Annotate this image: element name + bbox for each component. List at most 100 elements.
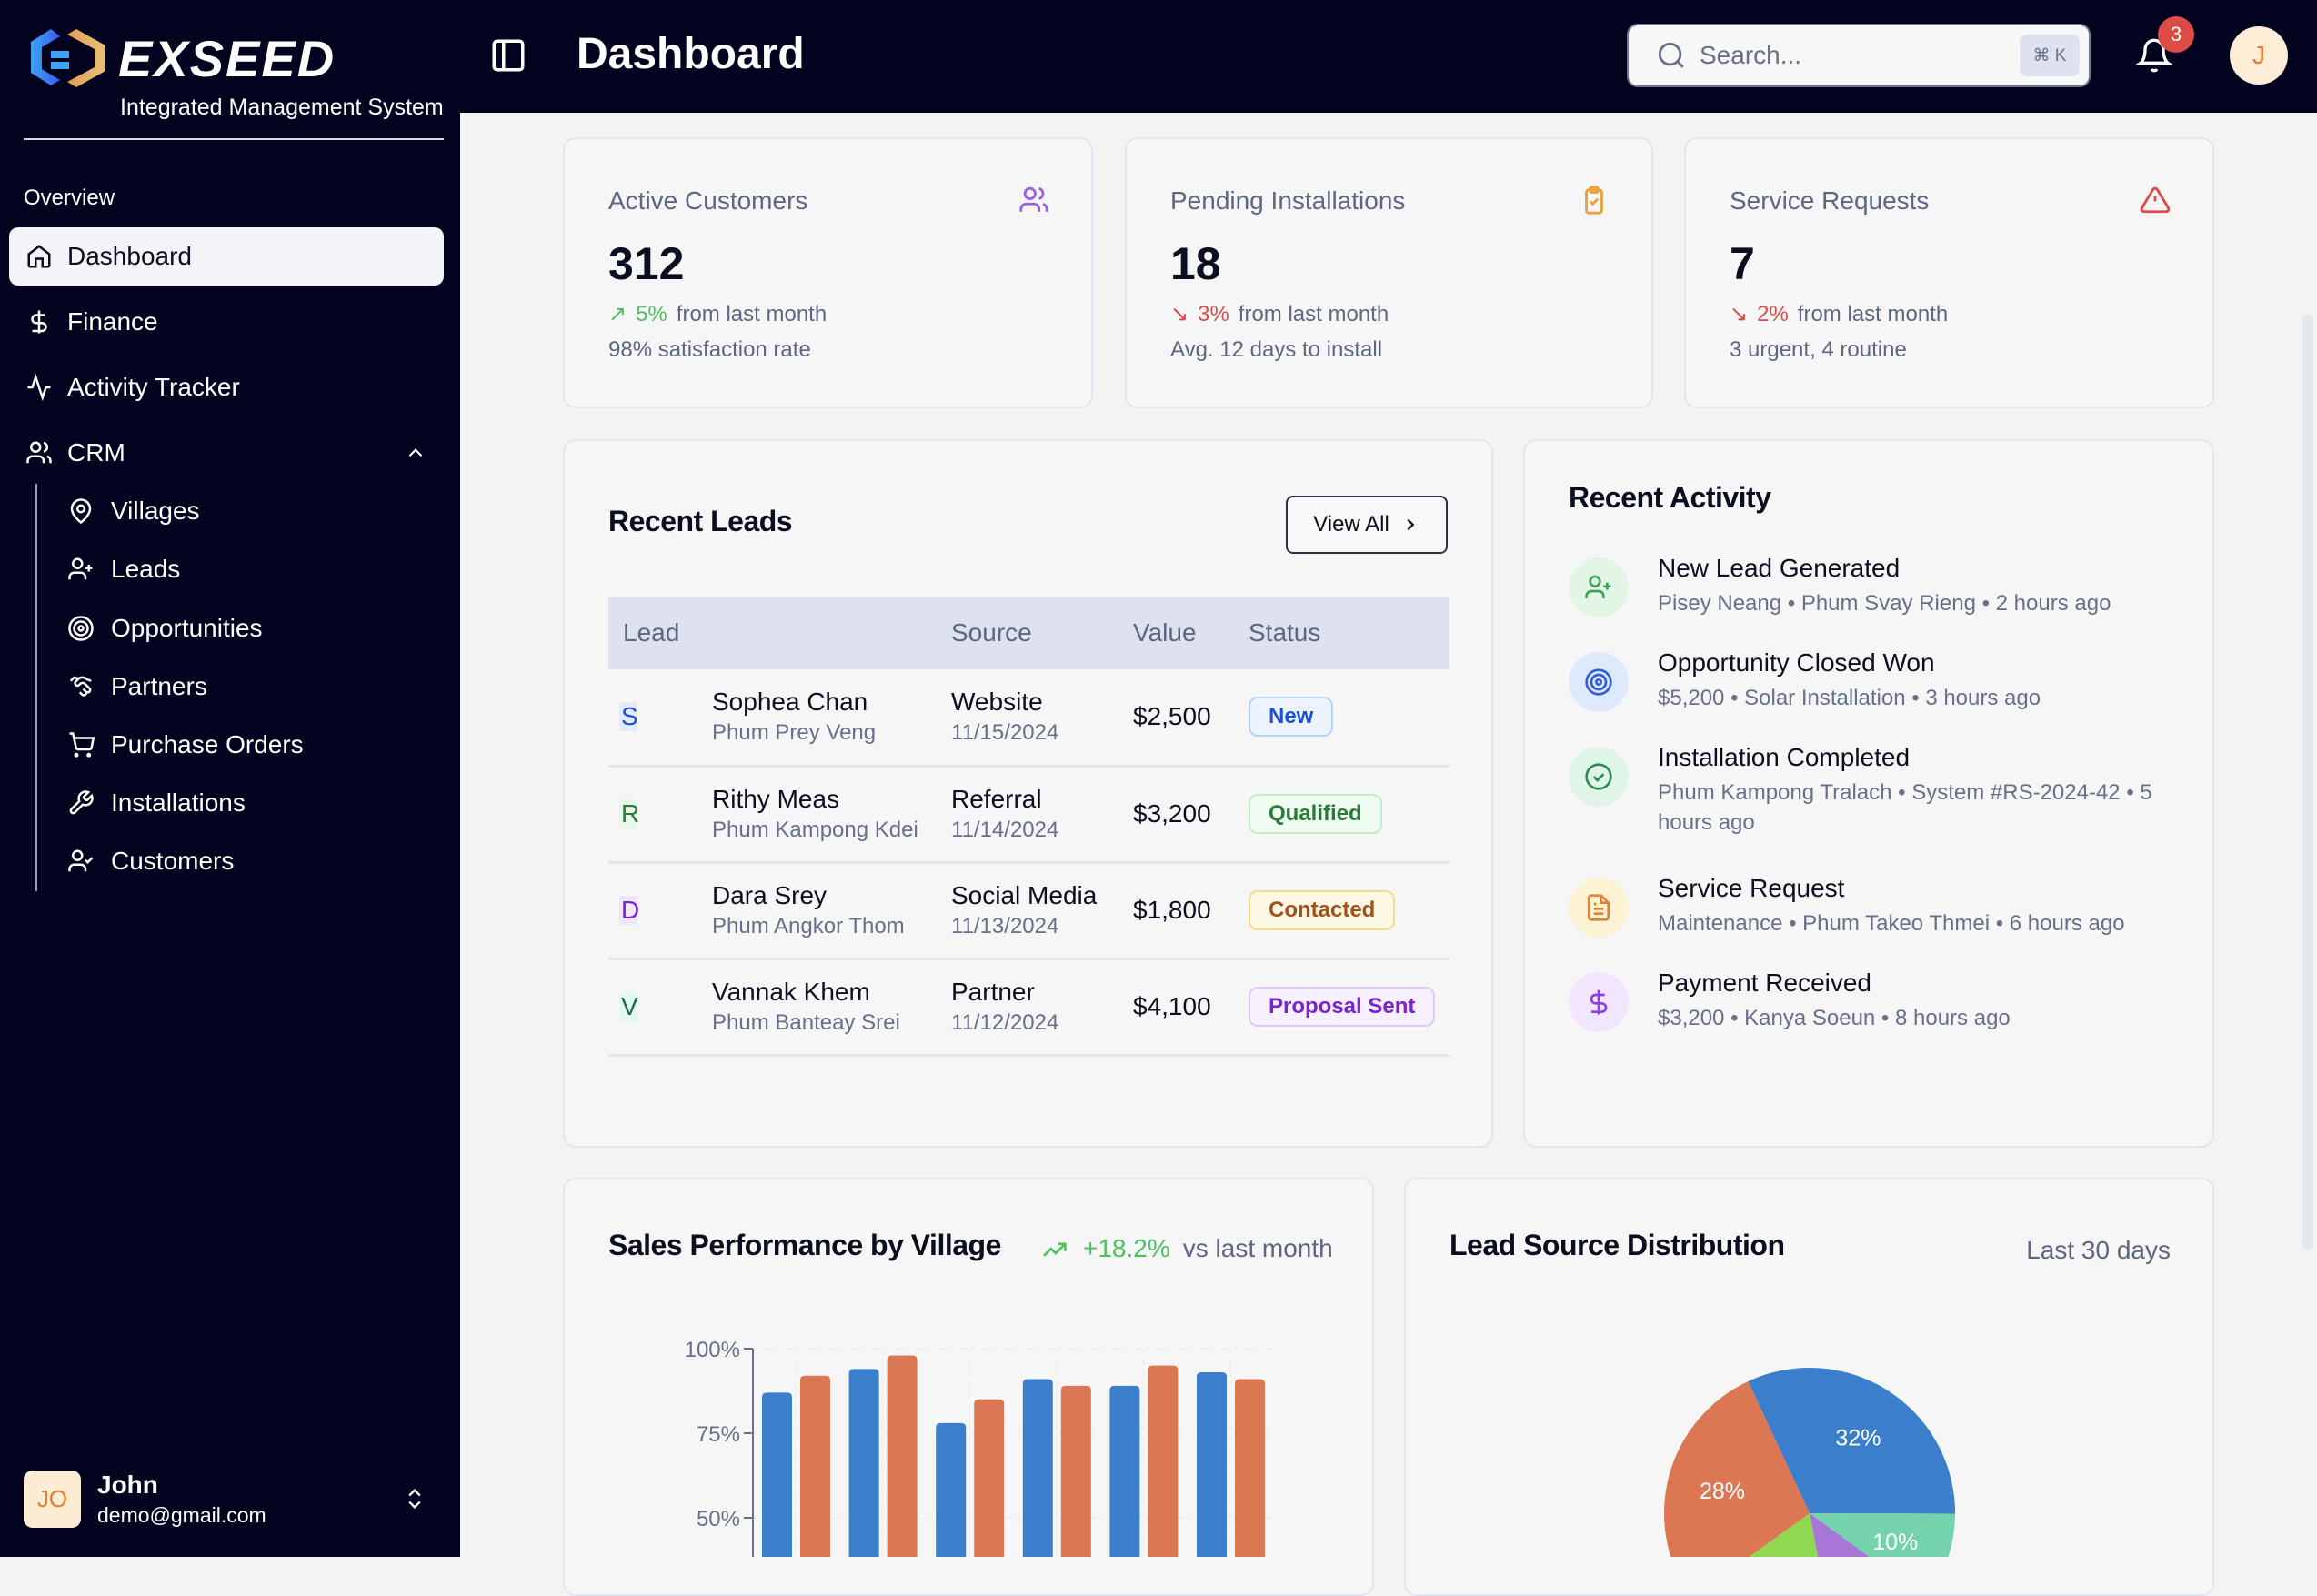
activity-detail: Maintenance • Phum Takeo Thmei • 6 hours… <box>1658 911 2125 936</box>
column-header: Source <box>951 597 1133 669</box>
chevron-up-icon[interactable] <box>404 441 427 465</box>
user-menu[interactable]: JO John demo@gmail.com <box>24 1471 266 1528</box>
sidebar-item-villages[interactable]: Villages <box>67 484 200 538</box>
sidebar-item-label: Leads <box>111 555 181 583</box>
sidebar-toggle-icon[interactable] <box>489 36 527 75</box>
sidebar-item-partners[interactable]: Partners <box>67 659 207 714</box>
activity-item[interactable]: New Lead Generated Pisey Neang • Phum Sv… <box>1569 554 2167 618</box>
dollar-icon <box>1590 989 1608 1015</box>
sidebar-item-dashboard[interactable]: Dashboard <box>9 227 444 286</box>
scrollbar[interactable] <box>2302 314 2313 1250</box>
status-badge: Proposal Sent <box>1249 987 1436 1027</box>
activity-item[interactable]: Opportunity Closed Won $5,200 • Solar In… <box>1569 648 2167 713</box>
lead-village: Phum Banteay Srei <box>712 1010 900 1035</box>
submenu-line <box>35 484 37 891</box>
keyboard-shortcut: ⌘ K <box>2020 35 2080 76</box>
stat-note: Avg. 12 days to install <box>1170 337 1383 362</box>
bar[interactable] <box>1060 1385 1091 1557</box>
avatar[interactable]: J <box>2230 26 2288 85</box>
lead-village: Phum Kampong Kdei <box>712 818 918 842</box>
table-row[interactable]: S Sophea Chan Phum Prey Veng Website 11/… <box>608 669 1449 768</box>
clipboard-check-icon <box>1585 186 1603 215</box>
sidebar-item-label: CRM <box>67 438 125 467</box>
user-plus-icon <box>1585 575 1611 598</box>
recent-activity-card: Recent Activity New Lead Generated Pisey… <box>1523 439 2214 1148</box>
bar[interactable] <box>1235 1379 1265 1557</box>
bar[interactable] <box>848 1369 879 1557</box>
activity-title: Opportunity Closed Won <box>1658 648 1935 677</box>
bar[interactable] <box>1148 1365 1179 1557</box>
brand-subtitle: Integrated Management System <box>120 95 444 120</box>
arrow-down-right-icon: ↘ <box>1170 302 1189 326</box>
lead-name: Rithy Meas <box>712 785 840 813</box>
user-name: John <box>97 1471 158 1499</box>
stat-change: ↘ 2% from last month <box>1730 301 1948 327</box>
bar[interactable] <box>1022 1379 1053 1557</box>
sidebar-item-activity-tracker[interactable]: Activity Tracker <box>9 358 444 417</box>
bar[interactable] <box>1109 1385 1140 1557</box>
lead-value: $4,100 <box>1133 992 1211 1020</box>
sidebar-item-leads[interactable]: Leads <box>67 542 180 597</box>
bar[interactable] <box>762 1392 792 1557</box>
activity-item[interactable]: Payment Received $3,200 • Kanya Soeun • … <box>1569 969 2167 1033</box>
bar[interactable] <box>887 1355 918 1557</box>
lead-name: Sophea Chan <box>712 688 868 717</box>
activity-item[interactable]: Installation Completed Phum Kampong Tral… <box>1569 743 2167 838</box>
activity-title: Service Request <box>1658 874 1845 902</box>
stat-value: 312 <box>608 238 685 289</box>
search-input[interactable]: Search... ⌘ K <box>1627 24 2091 87</box>
check-circle-icon <box>1585 763 1612 790</box>
sidebar-item-opportunities[interactable]: Opportunities <box>67 601 263 656</box>
lead-initial: R <box>619 799 640 828</box>
table-header: Lead Source Value Status <box>608 597 1449 669</box>
lead-source: Partner <box>951 978 1035 1006</box>
arrow-up-right-icon: ↗ <box>608 302 627 326</box>
view-all-button[interactable]: View All <box>1286 496 1448 554</box>
change-value: 2% <box>1757 301 1789 326</box>
y-tick-label: 50% <box>697 1507 740 1531</box>
sidebar-item-finance[interactable]: Finance <box>9 293 444 351</box>
sidebar-item-crm[interactable]: CRM <box>9 424 444 482</box>
stat-value: 7 <box>1730 238 1755 289</box>
lead-date: 11/12/2024 <box>951 1010 1059 1035</box>
section-label: Overview <box>24 186 115 210</box>
lead-value: $3,200 <box>1133 799 1211 828</box>
sidebar-item-customers[interactable]: Customers <box>67 834 234 888</box>
bar[interactable] <box>974 1399 1005 1557</box>
status-badge: Qualified <box>1249 794 1382 834</box>
activity-title: Installation Completed <box>1658 743 1911 771</box>
sidebar: EXSEED Integrated Management System Over… <box>0 0 460 1557</box>
chevrons-up-down-icon[interactable] <box>402 1486 427 1511</box>
stat-title: Service Requests <box>1730 186 1930 215</box>
sidebar-item-installations[interactable]: Installations <box>67 776 246 830</box>
sidebar-item-label: Customers <box>111 847 235 875</box>
bar[interactable] <box>1197 1372 1227 1557</box>
column-header: Value <box>1133 597 1249 669</box>
target-icon <box>1585 668 1612 696</box>
lead-source: Website <box>951 688 1043 717</box>
bell-icon[interactable] <box>2136 36 2172 75</box>
chevron-right-icon <box>1407 518 1415 531</box>
activity-detail: $3,200 • Kanya Soeun • 8 hours ago <box>1658 1006 2011 1030</box>
table-row[interactable]: R Rithy Meas Phum Kampong Kdei Referral … <box>608 766 1449 864</box>
table-row[interactable]: D Dara Srey Phum Angkor Thom Social Medi… <box>608 862 1449 960</box>
activity-item[interactable]: Service Request Maintenance • Phum Takeo… <box>1569 874 2167 939</box>
lead-village: Phum Prey Veng <box>712 720 877 746</box>
stat-card-active-customers: Active Customers 312 ↗ 5% from last month … <box>563 137 1093 408</box>
sidebar-item-purchase-orders[interactable]: Purchase Orders <box>67 718 304 772</box>
column-header: Status <box>1249 597 1449 669</box>
trend-suffix: vs last month <box>1182 1234 1333 1262</box>
target-icon <box>68 616 94 641</box>
activity-detail: $5,200 • Solar Installation • 3 hours ag… <box>1658 686 2041 710</box>
table-row[interactable]: V Vannak Khem Phum Banteay Srei Partner … <box>608 959 1449 1057</box>
bar[interactable] <box>936 1422 967 1557</box>
stat-card-pending-installations: Pending Installations 18 ↘ 3% from last mo… <box>1125 137 1653 408</box>
stat-note: 3 urgent, 4 routine <box>1730 337 1907 362</box>
home-icon <box>27 245 51 268</box>
chart-title: Sales Performance by Village <box>608 1229 1001 1261</box>
change-value: 5% <box>636 301 667 326</box>
search-placeholder: Search... <box>1700 41 1802 69</box>
lead-date: 11/15/2024 <box>951 720 1059 746</box>
lead-name: Dara Srey <box>712 881 828 909</box>
bar[interactable] <box>800 1375 830 1557</box>
